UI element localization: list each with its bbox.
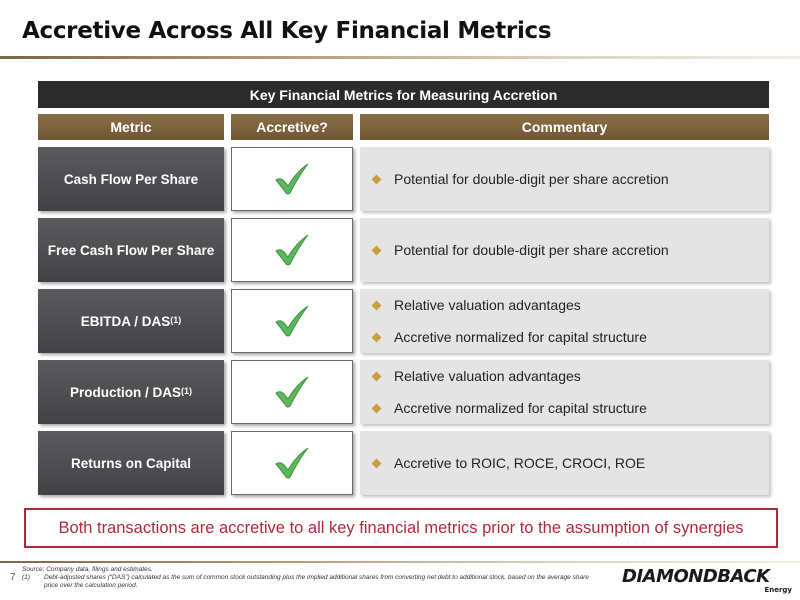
- diamond-bullet-icon: [371, 174, 382, 184]
- conclusion-callout: Both transactions are accretive to all k…: [24, 508, 778, 548]
- commentary-cell: Accretive to ROIC, ROCE, CROCI, ROE: [360, 431, 769, 495]
- page-title: Accretive Across All Key Financial Metri…: [22, 18, 552, 44]
- company-logo: DIAMONDBACK Energy: [622, 566, 796, 596]
- metric-label: Cash Flow Per Share: [63, 171, 199, 187]
- checkmark-icon: [275, 305, 309, 337]
- commentary-text: Relative valuation advantages: [394, 297, 581, 313]
- checkmark-icon: [275, 447, 309, 479]
- diamond-bullet-icon: [371, 371, 382, 381]
- commentary-text: Relative valuation advantages: [394, 368, 581, 384]
- accretive-cell: [231, 147, 353, 211]
- page-number: 7: [10, 572, 16, 583]
- diamond-bullet-icon: [371, 403, 382, 413]
- checkmark-icon: [275, 234, 309, 266]
- accretive-cell: [231, 431, 353, 495]
- table-row: Returns on Capital Accretive to ROIC, ROC…: [0, 431, 800, 495]
- diamond-bullet-icon: [371, 332, 382, 342]
- commentary-text: Potential for double-digit per share acc…: [394, 242, 669, 258]
- footnote-reference: (1): [170, 315, 182, 325]
- column-header-accretive: Accretive?: [231, 114, 353, 140]
- metric-label: Production / DAS: [70, 384, 181, 400]
- commentary-cell: Relative valuation advantages Accretive n…: [360, 289, 769, 353]
- table-row: EBITDA / DAS (1) Relative valuation advant…: [0, 289, 800, 353]
- metric-label: EBITDA / DAS: [80, 313, 171, 329]
- table-row: Production / DAS (1) Relative valuation ad…: [0, 360, 800, 424]
- metric-cell: Production / DAS (1): [38, 360, 224, 424]
- commentary-item: Accretive normalized for capital structu…: [370, 392, 769, 424]
- metric-cell: Free Cash Flow Per Share: [38, 218, 224, 282]
- commentary-text: Potential for double-digit per share acc…: [394, 171, 669, 187]
- footer-divider: [0, 561, 800, 563]
- commentary-cell: Potential for double-digit per share acc…: [360, 147, 769, 211]
- footnotes: Source: Company data, filings and estima…: [22, 566, 602, 590]
- commentary-text: Accretive normalized for capital structu…: [394, 329, 647, 345]
- commentary-item: Accretive to ROIC, ROCE, CROCI, ROE: [370, 452, 769, 474]
- accretive-cell: [231, 218, 353, 282]
- commentary-item: Relative valuation advantages: [370, 289, 769, 321]
- footnote-reference: (1): [181, 386, 192, 396]
- logo-subtitle: Energy: [764, 586, 792, 594]
- commentary-text: Accretive normalized for capital structu…: [394, 400, 647, 416]
- diamond-bullet-icon: [371, 300, 382, 310]
- commentary-item: Potential for double-digit per share acc…: [370, 239, 769, 261]
- diamond-bullet-icon: [371, 245, 382, 255]
- table-banner: Key Financial Metrics for Measuring Accr…: [38, 81, 769, 108]
- title-divider: [0, 56, 800, 59]
- footnote-1: (1) Debt-adjusted shares (“DAS”) calcula…: [22, 574, 602, 590]
- metric-cell: Returns on Capital: [38, 431, 224, 495]
- commentary-item: Relative valuation advantages: [370, 360, 769, 392]
- commentary-cell: Relative valuation advantages Accretive n…: [360, 360, 769, 424]
- accretive-cell: [231, 360, 353, 424]
- table-row: Cash Flow Per Share Potential for double-…: [0, 147, 800, 211]
- commentary-item: Potential for double-digit per share acc…: [370, 168, 769, 190]
- metric-label: Returns on Capital: [70, 455, 191, 471]
- column-header-commentary: Commentary: [360, 114, 769, 140]
- footnote-text: Debt-adjusted shares (“DAS”) calculated …: [44, 574, 589, 589]
- accretive-cell: [231, 289, 353, 353]
- checkmark-icon: [275, 376, 309, 408]
- table-row: Free Cash Flow Per Share Potential for do…: [0, 218, 800, 282]
- metric-cell: Cash Flow Per Share: [38, 147, 224, 211]
- commentary-cell: Potential for double-digit per share acc…: [360, 218, 769, 282]
- commentary-item: Accretive normalized for capital structu…: [370, 321, 769, 353]
- metric-label: Free Cash Flow Per Share: [47, 242, 215, 258]
- footnote-number: (1): [22, 574, 30, 581]
- checkmark-icon: [275, 163, 309, 195]
- column-header-metric: Metric: [38, 114, 224, 140]
- source-note: Source: Company data, filings and estima…: [22, 566, 153, 573]
- metric-cell: EBITDA / DAS (1): [38, 289, 224, 353]
- commentary-text: Accretive to ROIC, ROCE, CROCI, ROE: [394, 455, 646, 471]
- diamond-bullet-icon: [371, 458, 382, 468]
- logo-wordmark: DIAMONDBACK: [622, 566, 770, 587]
